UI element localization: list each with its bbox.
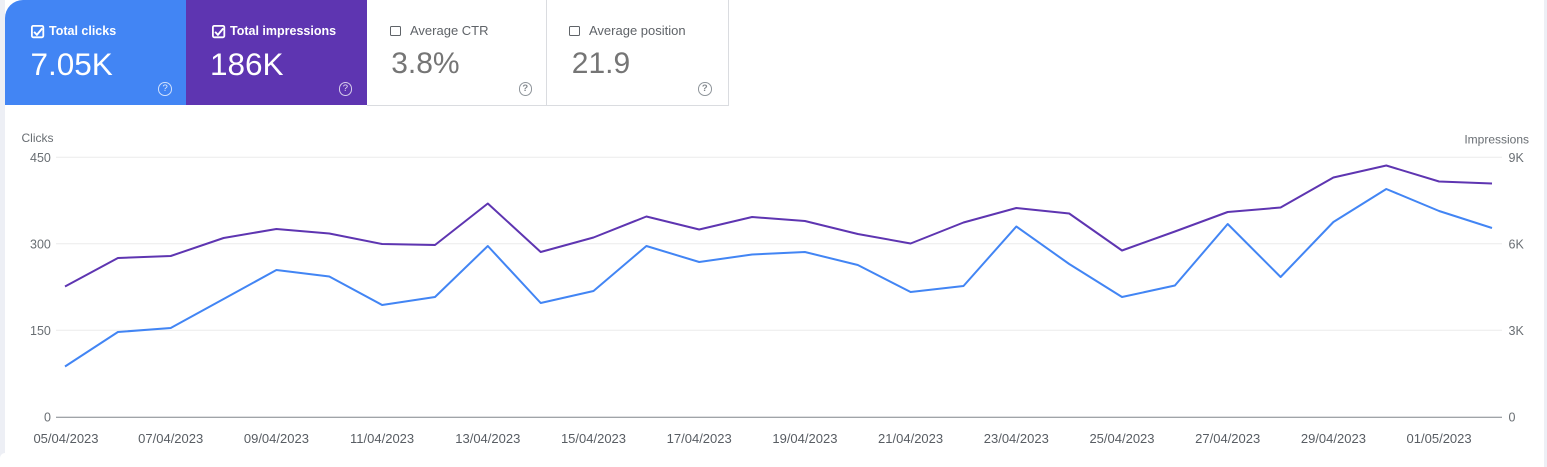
svg-text:15/04/2023: 15/04/2023 [561, 431, 626, 446]
svg-text:0: 0 [44, 411, 51, 425]
svg-text:11/04/2023: 11/04/2023 [350, 431, 414, 446]
svg-text:13/04/2023: 13/04/2023 [455, 431, 520, 446]
svg-text:19/04/2023: 19/04/2023 [772, 431, 837, 446]
svg-text:05/04/2023: 05/04/2023 [33, 431, 98, 446]
svg-text:0: 0 [1509, 411, 1516, 425]
svg-text:27/04/2023: 27/04/2023 [1195, 431, 1260, 446]
svg-text:450: 450 [30, 151, 51, 165]
svg-text:3K: 3K [1509, 324, 1525, 338]
svg-text:17/04/2023: 17/04/2023 [667, 431, 732, 446]
svg-text:300: 300 [30, 237, 51, 251]
svg-text:09/04/2023: 09/04/2023 [244, 431, 309, 446]
svg-text:21/04/2023: 21/04/2023 [878, 431, 943, 446]
svg-text:23/04/2023: 23/04/2023 [984, 431, 1049, 446]
svg-text:6K: 6K [1509, 237, 1525, 251]
svg-text:150: 150 [30, 324, 51, 338]
svg-text:Impressions: Impressions [1464, 132, 1529, 146]
svg-text:9K: 9K [1509, 151, 1525, 165]
svg-text:07/04/2023: 07/04/2023 [138, 431, 203, 446]
svg-text:01/05/2023: 01/05/2023 [1407, 431, 1472, 446]
svg-text:29/04/2023: 29/04/2023 [1301, 431, 1366, 446]
svg-text:Clicks: Clicks [22, 131, 54, 145]
svg-text:25/04/2023: 25/04/2023 [1089, 431, 1154, 446]
